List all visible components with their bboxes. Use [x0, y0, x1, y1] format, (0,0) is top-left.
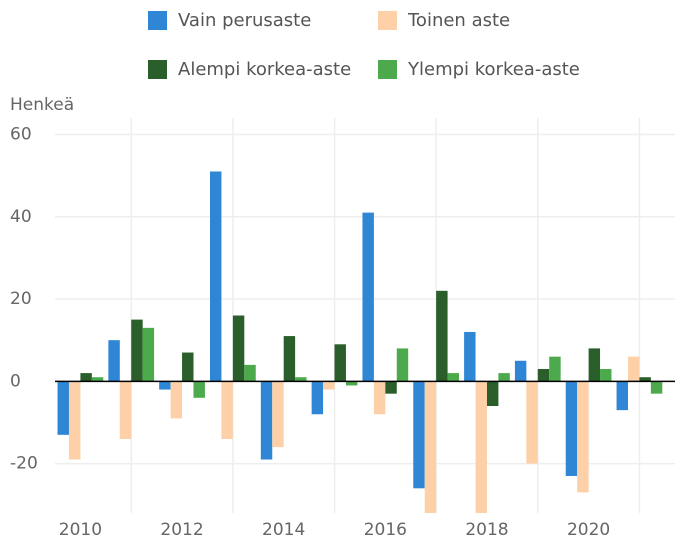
bar	[159, 381, 171, 390]
bar	[272, 381, 284, 448]
bar	[221, 381, 233, 439]
bar	[464, 331, 476, 382]
bar	[193, 381, 205, 398]
bar	[119, 381, 132, 439]
bar	[514, 360, 527, 382]
y-tick-label: 0	[10, 371, 21, 391]
bar	[68, 381, 81, 460]
bar	[577, 381, 589, 493]
bar	[91, 377, 104, 382]
bar	[498, 373, 510, 382]
bar	[413, 381, 425, 489]
bar	[424, 381, 437, 513]
legend-label: Vain perusaste	[178, 10, 311, 31]
legend-swatch	[148, 11, 167, 30]
bar	[142, 327, 155, 382]
bar	[616, 381, 628, 411]
x-tick-label: 2016	[364, 520, 407, 540]
bar	[295, 377, 307, 382]
bar	[108, 340, 120, 382]
bar	[131, 319, 143, 382]
bar	[475, 381, 487, 513]
bar	[549, 356, 561, 382]
bar	[526, 381, 538, 464]
bar	[486, 381, 499, 407]
y-axis-label: Henkeä	[10, 95, 74, 115]
bar	[57, 381, 69, 435]
x-tick-label: 2018	[465, 520, 508, 540]
bar	[588, 348, 601, 382]
bar	[283, 336, 296, 382]
bar	[600, 368, 612, 382]
y-tick-label: 40	[10, 207, 32, 227]
x-tick-label: 2012	[160, 520, 203, 540]
bar	[182, 352, 194, 382]
bar	[323, 381, 335, 390]
bar	[334, 344, 346, 382]
legend-swatch	[148, 60, 167, 79]
legend-label: Ylempi korkea-aste	[407, 59, 580, 80]
bar	[537, 368, 550, 382]
legend-swatch	[378, 11, 397, 30]
y-tick-label: 20	[10, 289, 32, 309]
bar	[210, 171, 222, 382]
bar	[311, 381, 324, 415]
bar	[447, 373, 460, 382]
bar	[362, 212, 374, 382]
bar	[436, 290, 448, 382]
bar	[385, 381, 397, 394]
bar	[373, 381, 386, 415]
y-tick-label: 60	[10, 124, 32, 144]
bar	[565, 381, 578, 476]
legend-label: Alempi korkea-aste	[178, 59, 351, 80]
bar	[170, 381, 183, 419]
legend-swatch	[378, 60, 397, 79]
legend-label: Toinen aste	[407, 10, 510, 31]
x-tick-label: 2014	[262, 520, 305, 540]
bar	[260, 381, 273, 460]
bar	[650, 381, 663, 394]
bar	[232, 315, 245, 382]
bar	[80, 373, 92, 382]
x-tick-label: 2020	[567, 520, 610, 540]
bar	[627, 356, 640, 382]
x-tick-label: 2010	[59, 520, 102, 540]
bar	[396, 348, 409, 382]
bar	[244, 364, 256, 382]
y-tick-label: -20	[10, 454, 38, 474]
bar	[639, 377, 651, 382]
bar	[345, 381, 358, 386]
